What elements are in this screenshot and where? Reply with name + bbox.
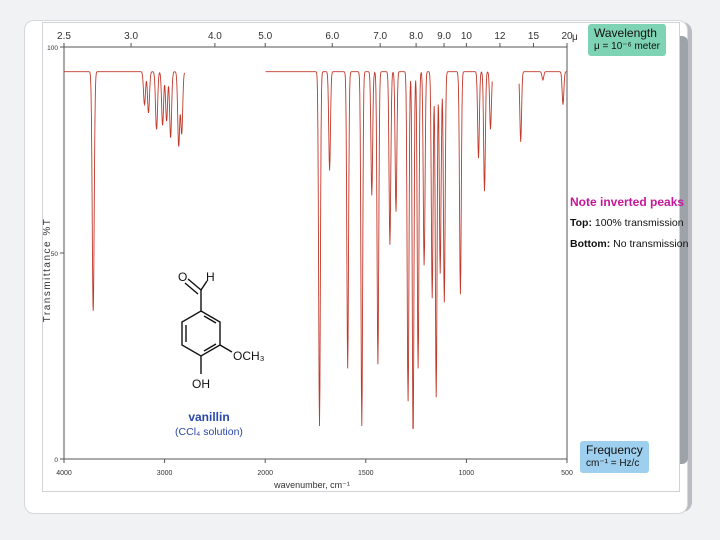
x-tick-label: 2000: [257, 470, 273, 477]
atom-h-label: H: [206, 270, 215, 284]
frequency-unit: cm⁻¹ = Hz/c: [586, 458, 640, 469]
top-tick-label: 10: [461, 31, 473, 42]
plot-frame: [42, 22, 680, 492]
note-bottom-label: Bottom:: [570, 238, 611, 250]
top-axis-ticks: 2.5 3.0 4.0 5.0 6.0 7.0 8.0 9.0 10 12 15 20: [57, 31, 573, 47]
methoxy-bond: [219, 344, 233, 353]
carbonyl-bond-2: [184, 282, 199, 295]
spectrum-line-segment-1: [265, 71, 493, 429]
carbonyl-bond-1: [187, 278, 202, 291]
x-tick-label: 1500: [358, 470, 374, 477]
molecule-name: vanillin: [188, 410, 230, 424]
molecule-caption: vanillin (CCl₄ solution): [154, 410, 264, 438]
x-tick-label: 1000: [459, 470, 475, 477]
x-tick-label: 4000: [56, 470, 72, 477]
y-axis-label: Transmittance %T: [42, 218, 53, 323]
wavelength-callout: Wavelength μ = 10⁻⁶ meter: [588, 24, 667, 56]
x-axis-label: wavenumber, cm⁻¹: [273, 480, 350, 490]
top-tick-label: 6.0: [325, 31, 339, 42]
vanillin-structure: [181, 278, 233, 374]
top-axis-unit: μ: [572, 32, 578, 43]
benzene-ring: [181, 310, 221, 357]
x-axis-ticks: 4000 3000 2000 1500 1000 500: [56, 459, 573, 477]
inverted-peaks-note: Note inverted peaks Top: 100% transmissi…: [570, 192, 688, 255]
top-tick-label: 2.5: [57, 31, 71, 42]
ring-double-bond-top: [203, 315, 217, 324]
y-tick-label: 100: [47, 45, 58, 52]
note-top-line: Top: 100% transmission: [570, 213, 688, 234]
y-tick-label: 0: [54, 457, 58, 464]
x-tick-label: 3000: [157, 470, 173, 477]
note-title: Note inverted peaks: [570, 195, 685, 209]
atom-o-label: O: [178, 270, 187, 284]
top-tick-label: 15: [528, 31, 540, 42]
methoxy-label: OCH₃: [233, 349, 265, 363]
top-tick-label: 5.0: [258, 31, 272, 42]
top-tick-label: 7.0: [373, 31, 387, 42]
hydroxyl-label: OH: [192, 377, 210, 391]
top-tick-label: 12: [494, 31, 506, 42]
spectrum-series: [64, 71, 567, 429]
note-bottom-text: No transmission: [613, 238, 689, 250]
frequency-callout: Frequency cm⁻¹ = Hz/c: [580, 441, 649, 473]
top-tick-label: 4.0: [208, 31, 222, 42]
top-tick-label: 9.0: [437, 31, 451, 42]
spectrum-line-segment-2: [518, 71, 567, 142]
y-axis-ticks: 0 50 100: [47, 45, 64, 464]
note-bottom-line: Bottom: No transmission: [570, 234, 688, 255]
wavelength-title: Wavelength: [594, 26, 657, 40]
aldehyde-h-bond: [200, 280, 208, 291]
top-tick-label: 8.0: [409, 31, 423, 42]
x-tick-label: 500: [561, 470, 573, 477]
top-tick-label: 20: [561, 31, 573, 42]
molecule-solution: (CCl₄ solution): [175, 426, 243, 438]
ring-double-bond-bottom: [203, 343, 217, 352]
spectrum-line-segment-0: [64, 71, 185, 311]
wavelength-unit: μ = 10⁻⁶ meter: [594, 41, 661, 52]
top-tick-label: 3.0: [124, 31, 138, 42]
note-top-label: Top:: [570, 217, 592, 229]
note-top-text: 100% transmission: [594, 217, 684, 229]
frequency-title: Frequency: [586, 443, 643, 457]
y-tick-label: 50: [51, 251, 59, 258]
